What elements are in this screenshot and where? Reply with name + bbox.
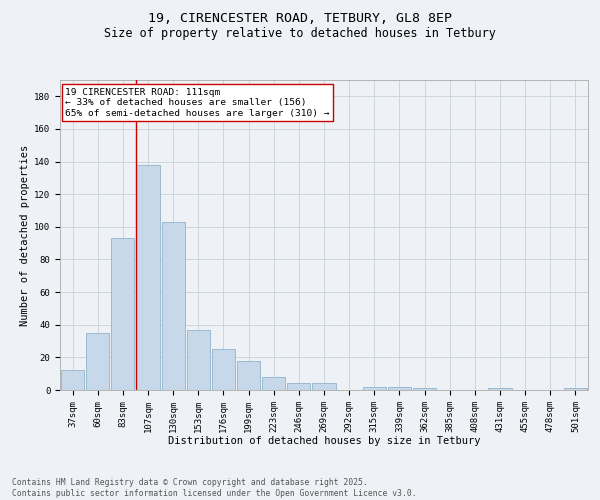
Bar xyxy=(287,384,310,390)
Bar xyxy=(564,388,587,390)
Text: Contains HM Land Registry data © Crown copyright and database right 2025.
Contai: Contains HM Land Registry data © Crown c… xyxy=(12,478,416,498)
Bar xyxy=(388,386,411,390)
Y-axis label: Number of detached properties: Number of detached properties xyxy=(20,144,30,326)
Bar xyxy=(187,330,210,390)
Bar xyxy=(61,370,84,390)
Bar xyxy=(413,388,436,390)
Bar xyxy=(212,349,235,390)
Text: Size of property relative to detached houses in Tetbury: Size of property relative to detached ho… xyxy=(104,28,496,40)
X-axis label: Distribution of detached houses by size in Tetbury: Distribution of detached houses by size … xyxy=(168,436,480,446)
Text: 19 CIRENCESTER ROAD: 111sqm
← 33% of detached houses are smaller (156)
65% of se: 19 CIRENCESTER ROAD: 111sqm ← 33% of det… xyxy=(65,88,330,118)
Bar xyxy=(161,222,185,390)
Bar xyxy=(237,360,260,390)
Bar xyxy=(86,333,109,390)
Bar xyxy=(136,165,160,390)
Bar xyxy=(111,238,134,390)
Bar xyxy=(313,384,335,390)
Bar xyxy=(363,386,386,390)
Bar xyxy=(488,388,512,390)
Text: 19, CIRENCESTER ROAD, TETBURY, GL8 8EP: 19, CIRENCESTER ROAD, TETBURY, GL8 8EP xyxy=(148,12,452,26)
Bar xyxy=(262,377,285,390)
